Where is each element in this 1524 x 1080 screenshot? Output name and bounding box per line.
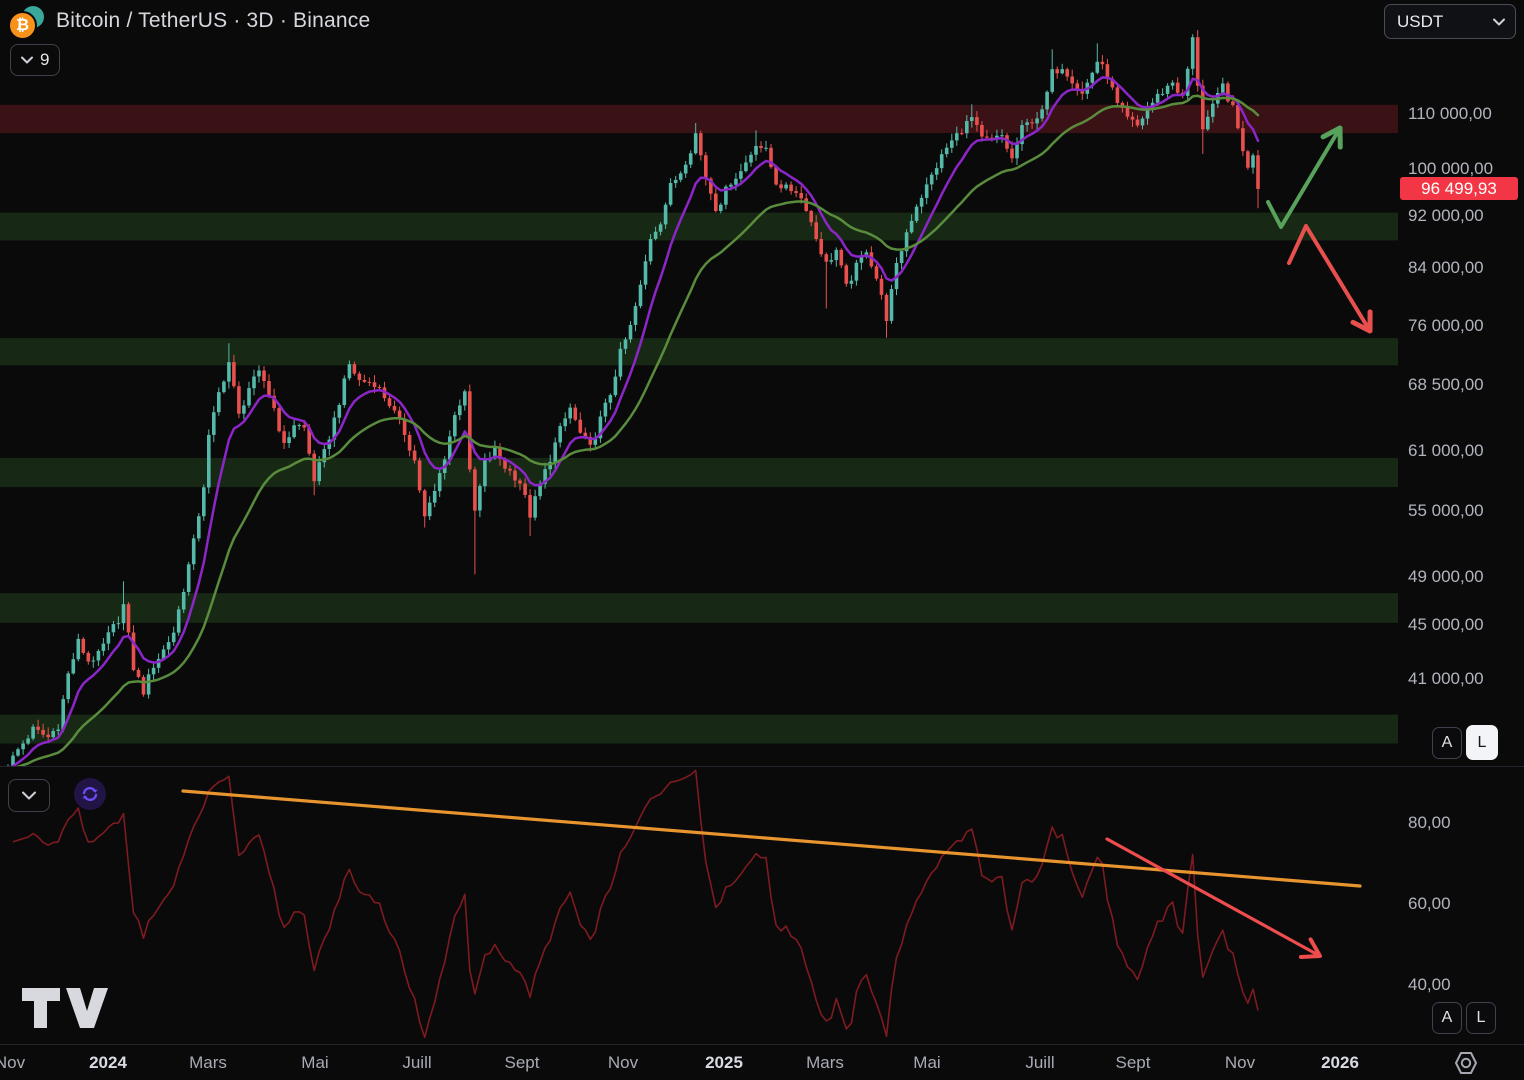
currency-dropdown[interactable]: USDT: [1384, 4, 1516, 39]
indicator-refresh-icon[interactable]: [74, 778, 106, 810]
time-axis-year-label: 2024: [89, 1053, 127, 1072]
indicator-collapse-button[interactable]: [8, 779, 50, 812]
price-axis-label: 110 000,00: [1408, 104, 1492, 123]
time-axis-year-label: 2025: [705, 1053, 743, 1072]
rsi-axis-label: 40,00: [1408, 975, 1451, 994]
log-scale-button-main[interactable]: L: [1466, 725, 1498, 760]
rsi-line: [12, 769, 1259, 1039]
price-axis-label: 100 000,00: [1408, 159, 1494, 178]
rsi-breakdown-arrow: [1105, 837, 1322, 959]
moving-averages: [10, 76, 1260, 766]
pair-icon: ₿: [8, 6, 46, 40]
current-price-badge: 96 499,93: [1400, 177, 1518, 200]
time-axis-month-label: Nov: [1224, 1053, 1256, 1072]
bitcoin-icon: ₿: [8, 11, 37, 40]
log-scale-button-rsi[interactable]: L: [1466, 1002, 1496, 1034]
price-axis-label: 55 000,00: [1408, 501, 1484, 520]
pane-divider[interactable]: [0, 766, 1524, 767]
price-axis-label: 49 000,00: [1408, 567, 1484, 586]
time-axis-month-label: Sept: [504, 1053, 540, 1072]
main-chart[interactable]: [0, 0, 1398, 1044]
chevron-down-icon: [22, 791, 36, 800]
time-axis-month-label: Juill: [1025, 1053, 1055, 1072]
price-axis[interactable]: 110 000,00 100 000,00 92 000,00 84 000,00 76…: [1398, 0, 1524, 1044]
auto-scale-button-rsi[interactable]: A: [1432, 1002, 1462, 1034]
symbol-title: Bitcoin / TetherUS · 3D · Binance: [56, 9, 371, 32]
red-down-arrow: [1287, 224, 1373, 334]
tradingview-logo[interactable]: [20, 986, 110, 1035]
price-axis-label: 41 000,00: [1408, 669, 1484, 688]
price-axis-label: 61 000,00: [1408, 441, 1484, 460]
price-axis-label: 68 500,00: [1408, 375, 1484, 394]
time-axis[interactable]: Nov 2024 Mars Mai Juill Sept Nov 2025 Mars Mai Jui…: [0, 1044, 1524, 1080]
time-axis-month-label: Sept: [1115, 1053, 1151, 1072]
price-axis-label: 84 000,00: [1408, 258, 1484, 277]
time-axis-month-label: Mars: [189, 1053, 227, 1072]
time-axis-month-label: Mai: [913, 1053, 941, 1072]
time-axis-month-label: Mars: [806, 1053, 844, 1072]
green-up-arrow: [1266, 125, 1343, 229]
currency-dropdown-value: USDT: [1397, 11, 1444, 31]
time-axis-month-label: Nov: [0, 1053, 26, 1072]
time-axis-month-label: Mai: [301, 1053, 329, 1072]
price-axis-label: 76 000,00: [1408, 316, 1484, 335]
symbol-header: ₿ Bitcoin / TetherUS · 3D · Binance: [8, 6, 371, 40]
auto-scale-button-main[interactable]: A: [1432, 727, 1462, 759]
sync-arrows-icon: [82, 786, 98, 802]
chevron-down-icon: [21, 56, 33, 64]
price-axis-label: 92 000,00: [1408, 206, 1484, 225]
price-axis-label: 45 000,00: [1408, 615, 1484, 634]
rsi-axis-label: 60,00: [1408, 894, 1451, 913]
session-settings-icon[interactable]: [1452, 1049, 1480, 1077]
tradingview-logo-icon: [22, 988, 108, 1028]
rsi-axis-label: 80,00: [1408, 813, 1451, 832]
time-axis-month-label: Nov: [607, 1053, 639, 1072]
price-zones: [0, 104, 1398, 744]
time-axis-year-label: 2026: [1321, 1053, 1359, 1072]
candlesticks: [7, 29, 1260, 766]
indicator-value-label: 9: [40, 50, 50, 69]
rsi-trendline: [181, 789, 1362, 888]
chevron-down-icon: [1493, 18, 1505, 25]
indicator-settings-button[interactable]: 9: [10, 44, 61, 76]
time-axis-month-label: Juill: [402, 1053, 432, 1072]
